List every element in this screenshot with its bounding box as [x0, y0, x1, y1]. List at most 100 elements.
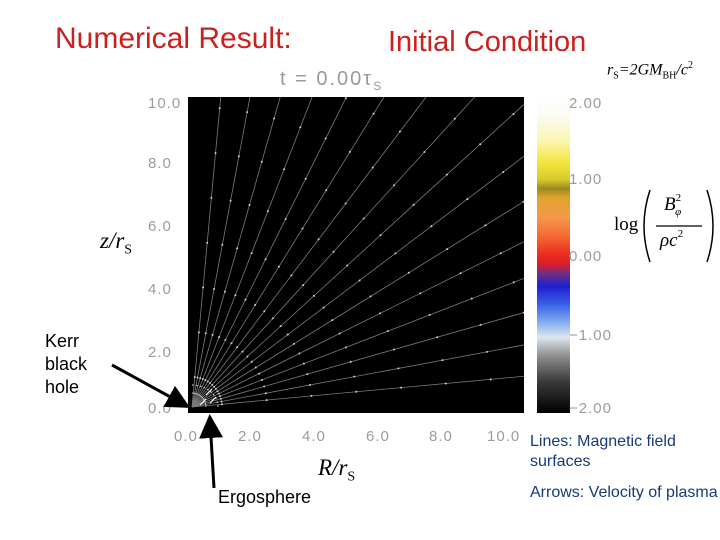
kerr-line2: black: [45, 354, 88, 374]
velocity-dot: [277, 265, 280, 268]
velocity-dot: [298, 352, 301, 355]
y-axis-label-text: z/r: [100, 228, 125, 253]
velocity-dot: [502, 170, 505, 173]
velocity-dot: [379, 234, 382, 237]
velocity-dot: [459, 272, 462, 275]
colorbar: [537, 97, 570, 413]
velocity-dot: [266, 210, 269, 213]
y-tick: 2.0: [148, 344, 172, 361]
velocity-dot: [209, 382, 212, 385]
velocity-dot: [279, 325, 282, 328]
x-tick: 4.0: [302, 428, 326, 445]
rs-rest2: /c: [676, 61, 688, 79]
formula-num-sup: 2: [675, 192, 682, 204]
x-tick: 0.0: [174, 428, 198, 445]
velocity-dot: [263, 310, 266, 313]
rs-rest: =2GM: [618, 61, 663, 79]
x-tick: 2.0: [238, 428, 262, 445]
velocity-dot: [221, 243, 224, 246]
velocity-dot: [265, 399, 268, 402]
velocity-dot: [392, 348, 395, 351]
velocity-dot: [324, 137, 327, 140]
velocity-dot: [224, 338, 227, 341]
velocity-dot: [254, 303, 257, 306]
formula-log: log: [614, 214, 639, 235]
velocity-dot: [250, 252, 253, 255]
velocity-dot: [512, 281, 515, 284]
velocity-dot: [284, 218, 287, 221]
velocity-dot: [302, 362, 305, 365]
velocity-dot: [199, 377, 202, 380]
velocity-dot: [214, 152, 217, 155]
velocity-dot: [317, 238, 320, 241]
velocity-dot: [301, 227, 304, 230]
velocity-dot: [466, 198, 469, 201]
velocity-dot: [423, 151, 426, 154]
velocity-dot: [218, 395, 221, 398]
formula-num-b: B: [664, 194, 676, 215]
velocity-dot: [522, 311, 525, 314]
rs-definition: rS=2GMBH/c2: [607, 60, 693, 82]
field-line: [191, 0, 564, 408]
velocity-dot: [332, 250, 335, 253]
velocity-dot: [223, 290, 226, 293]
velocity-dot: [201, 378, 204, 381]
velocity-dot: [244, 298, 247, 301]
velocity-dot: [310, 394, 313, 397]
y-axis-label: z/rS: [100, 228, 132, 259]
colorbar-tick: −2.00: [569, 400, 612, 417]
plot-area: [188, 0, 720, 413]
rs-sub2: BH: [662, 70, 677, 82]
velocity-dot: [218, 107, 221, 110]
colorbar-gradient: [537, 97, 570, 413]
velocity-dot: [308, 383, 311, 386]
rs-r: r: [607, 61, 614, 79]
kerr-line3: hole: [45, 377, 80, 397]
field-line: [191, 45, 672, 408]
formula-den-sup: 2: [677, 228, 684, 240]
velocity-dot: [479, 143, 482, 146]
velocity-dot: [236, 247, 239, 250]
velocity-dot: [397, 367, 400, 370]
x-axis-label-text: R/r: [318, 455, 348, 480]
velocity-dot: [400, 386, 403, 389]
velocity-dot: [241, 350, 244, 353]
field-line: [191, 0, 351, 408]
field-line: [191, 0, 445, 408]
time-label: t = 0.00τS: [280, 68, 383, 93]
velocity-dot: [264, 258, 267, 261]
velocity-dot: [216, 390, 219, 393]
colorbar-tick: 1.00: [569, 171, 603, 188]
ergosphere-arrow: [199, 414, 224, 489]
velocity-dot: [213, 385, 216, 388]
rs-sup: 2: [687, 60, 693, 71]
velocity-dot: [206, 380, 209, 383]
velocity-dot: [441, 359, 444, 362]
kerr-black-hole-label: Kerr black hole: [45, 330, 87, 399]
velocity-dot: [386, 330, 389, 333]
velocity-dot: [219, 397, 222, 400]
velocity-dot: [348, 150, 351, 153]
velocity-dot: [346, 264, 349, 267]
velocity-dot: [398, 130, 401, 133]
velocity-arrow: [209, 396, 217, 404]
velocity-dot: [250, 360, 253, 363]
velocity-dot: [196, 376, 199, 379]
velocity-dot: [344, 97, 347, 100]
velocity-dot: [236, 346, 239, 349]
field-line: [191, 0, 500, 408]
velocity-dot: [344, 346, 347, 349]
velocity-dot: [283, 168, 286, 171]
velocity-dot: [220, 403, 223, 406]
velocity-dot: [290, 274, 293, 277]
velocity-dot: [369, 295, 372, 298]
y-axis-label-sub: S: [124, 242, 133, 258]
numerical-result-title: Numerical Result:: [55, 22, 292, 55]
x-tick: 8.0: [429, 428, 453, 445]
velocity-dot: [353, 375, 356, 378]
velocity-dot: [322, 306, 325, 309]
time-label-text: t = 0.00τ: [280, 68, 374, 90]
velocity-dot: [436, 336, 439, 339]
velocity-dot: [202, 286, 205, 289]
velocity-dot: [349, 360, 352, 363]
